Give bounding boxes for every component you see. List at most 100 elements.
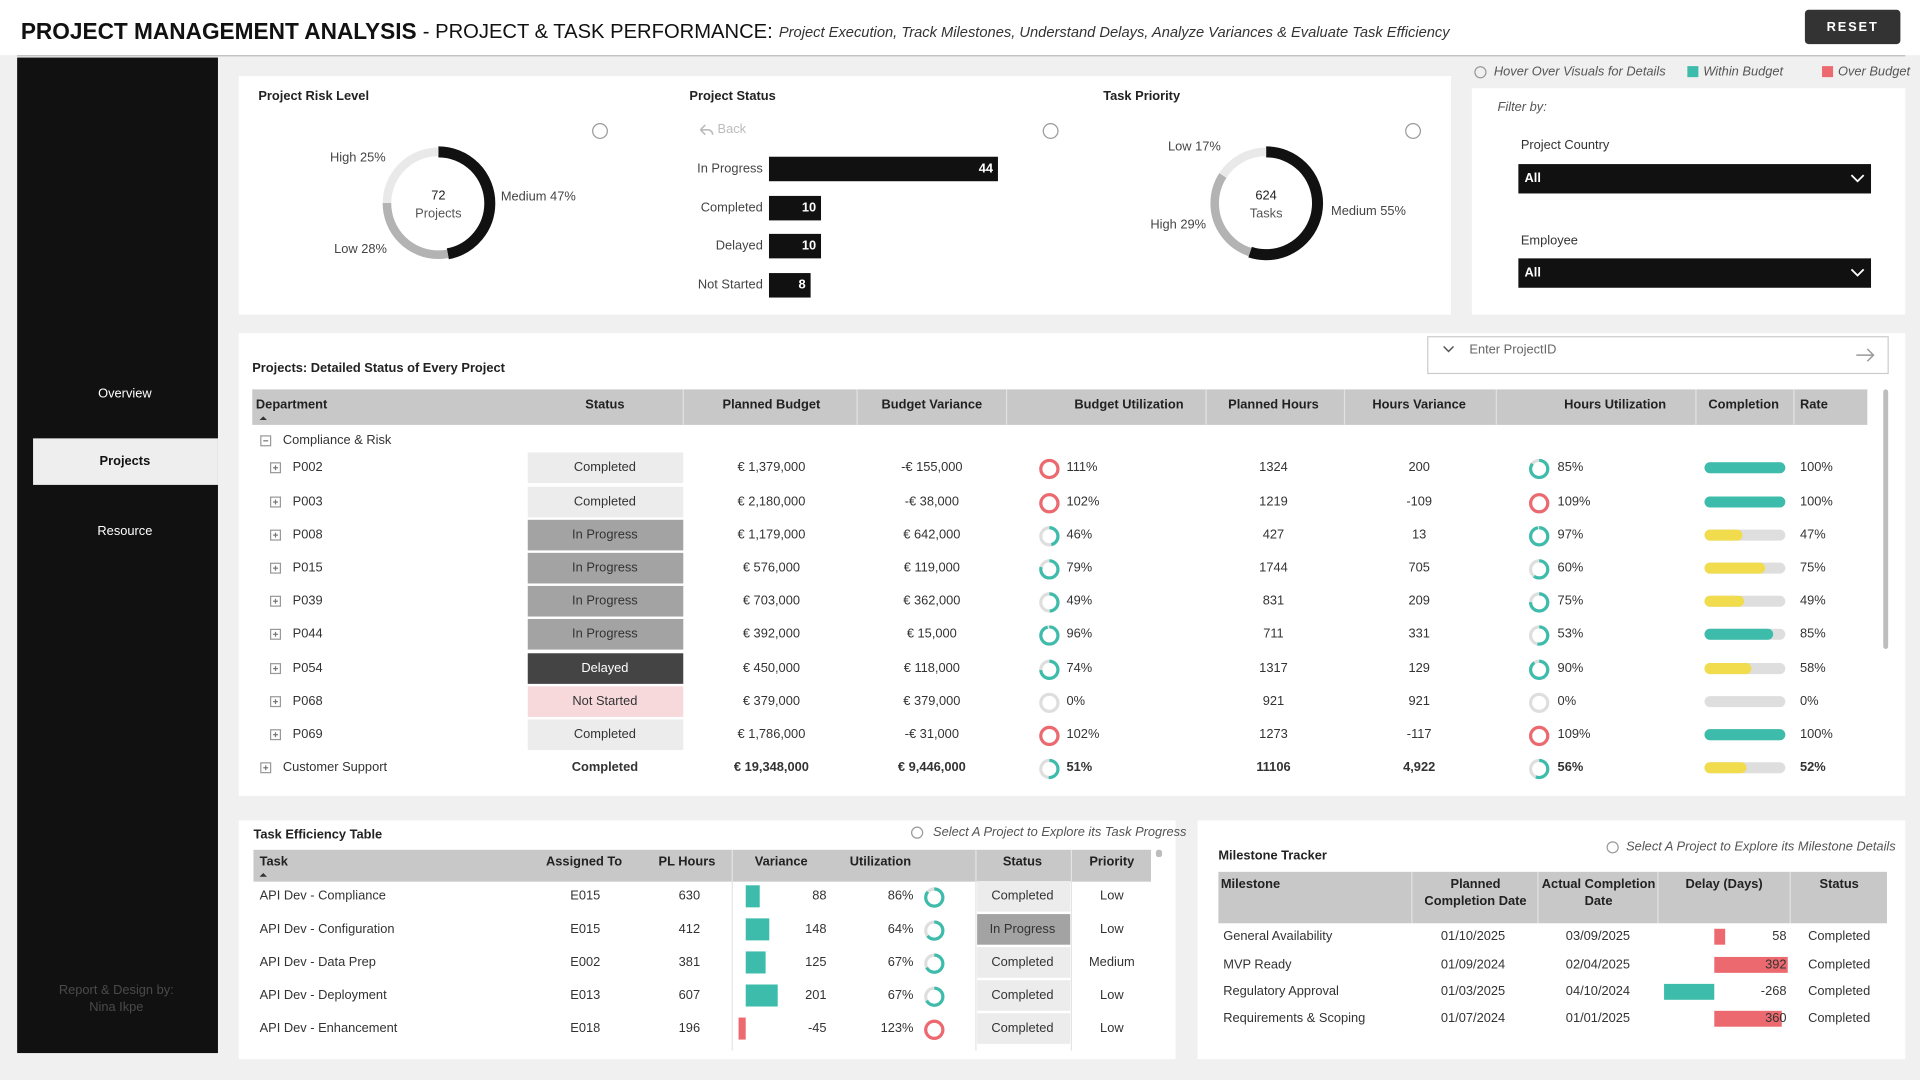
project-id[interactable]: P039	[293, 593, 323, 608]
project-id[interactable]: P003	[293, 493, 323, 508]
project-id[interactable]: P044	[293, 626, 323, 641]
completion-bar	[1704, 595, 1745, 607]
status-text: In Progress	[572, 593, 638, 608]
column-header[interactable]: Milestone	[1220, 876, 1281, 892]
column-header[interactable]: Hours Utilization	[1564, 397, 1666, 412]
expand-toggle[interactable]	[270, 696, 282, 708]
project-id[interactable]: P054	[293, 660, 323, 675]
filter-value[interactable]: All	[1524, 170, 1540, 185]
scrollbar[interactable]	[1155, 849, 1163, 858]
cell: E018	[570, 1020, 600, 1035]
project-id[interactable]: P008	[293, 526, 323, 541]
utilization-ring	[1529, 659, 1550, 680]
help-icon[interactable]	[1042, 123, 1059, 139]
column-header[interactable]: Planned Completion Date	[1424, 876, 1527, 909]
cell: 392	[1765, 956, 1786, 971]
cell: 02/04/2025	[1566, 956, 1630, 971]
search-box[interactable]	[1427, 336, 1889, 375]
column-header[interactable]: Variance	[755, 853, 808, 868]
column-header[interactable]: Delay (Days)	[1685, 876, 1763, 892]
expand-toggle[interactable]	[270, 663, 282, 675]
cell: API Dev - Compliance	[260, 888, 386, 903]
cell: 58%	[1800, 660, 1826, 675]
utilization-ring	[1529, 725, 1550, 747]
column-header[interactable]: PL Hours	[659, 853, 716, 868]
column-header[interactable]: Planned Hours	[1228, 397, 1319, 412]
column-header[interactable]: Department	[256, 397, 328, 412]
column-header[interactable]: Assigned To	[546, 853, 622, 868]
column-header[interactable]: Status	[1003, 853, 1042, 868]
utilization-ring	[924, 920, 945, 941]
cell: 0%	[1800, 693, 1819, 708]
completion-bar	[1704, 762, 1747, 774]
cell: € 2,180,000	[737, 493, 805, 508]
column-header[interactable]: Priority	[1089, 853, 1135, 868]
project-id[interactable]: P002	[293, 459, 323, 474]
status-text: In Progress	[990, 921, 1056, 936]
expand-toggle[interactable]	[270, 729, 282, 741]
nav-item[interactable]: Projects	[100, 453, 151, 468]
cell: API Dev - Data Prep	[260, 954, 376, 969]
column-header-box: Milestone	[1220, 876, 1281, 892]
legend-hint: Hover Over Visuals for Details	[1494, 64, 1666, 79]
hint: Select A Project to Explore its Mileston…	[1626, 839, 1896, 854]
scrollbar[interactable]	[1883, 389, 1889, 649]
dropdown[interactable]	[1518, 164, 1872, 194]
expand-toggle[interactable]	[270, 595, 282, 607]
sort-indicator	[259, 873, 267, 877]
filter-value[interactable]: All	[1524, 264, 1540, 279]
utilization-ring	[1529, 592, 1550, 613]
column-header[interactable]: Actual Completion Date	[1541, 876, 1656, 909]
expand-toggle[interactable]	[260, 762, 272, 774]
cell: Completed	[1808, 928, 1870, 943]
utilization-ring	[1529, 493, 1550, 514]
column-header-box: Planned Completion Date	[1424, 876, 1527, 909]
expand-toggle[interactable]	[270, 562, 282, 574]
status-text: Completed	[574, 493, 636, 508]
expand-toggle[interactable]	[270, 529, 282, 541]
column-header[interactable]: Status	[585, 397, 624, 412]
nav-item[interactable]: Overview	[98, 386, 152, 401]
cell: -268	[1761, 983, 1787, 998]
project-id[interactable]: P015	[293, 560, 323, 575]
column-header[interactable]: Planned Budget	[723, 397, 821, 412]
back-button[interactable]: Back	[718, 121, 747, 136]
cell: 58	[1772, 928, 1786, 943]
expand-toggle[interactable]	[260, 435, 272, 447]
cell: MVP Ready	[1223, 956, 1292, 971]
search-arrow[interactable]	[1856, 348, 1875, 362]
help-icon[interactable]	[1405, 123, 1422, 139]
dropdown-chevron	[1850, 174, 1865, 183]
status-text: Completed	[572, 759, 638, 774]
column-header[interactable]: Completion	[1708, 397, 1779, 412]
back-arrow[interactable]	[699, 124, 714, 136]
chart-title: Project Risk Level	[258, 88, 369, 103]
expand-toggle[interactable]	[270, 496, 282, 508]
bar-value: 10	[802, 200, 816, 215]
column-header[interactable]: Task	[260, 853, 289, 868]
column-header[interactable]: Rate	[1800, 397, 1828, 412]
help-icon[interactable]	[592, 123, 608, 139]
project-id[interactable]: P068	[293, 693, 323, 708]
status-cell	[527, 486, 684, 518]
cell: 109%	[1558, 493, 1591, 508]
expand-toggle[interactable]	[270, 462, 282, 474]
expand-toggle[interactable]	[270, 628, 282, 640]
column-header[interactable]: Budget Variance	[882, 397, 983, 412]
utilization-ring	[1529, 559, 1550, 580]
cell: 1219	[1259, 493, 1288, 508]
project-id[interactable]: P069	[293, 726, 323, 741]
column-header[interactable]: Hours Variance	[1372, 397, 1466, 412]
reset-label[interactable]: RESET	[1827, 19, 1879, 34]
slice-label: High 25%	[330, 149, 386, 164]
reset-button[interactable]	[1804, 9, 1901, 45]
column-header[interactable]: Budget Utilization	[1074, 397, 1183, 412]
column-header[interactable]: Status	[1819, 876, 1859, 892]
cell: 52%	[1800, 759, 1826, 774]
column-header[interactable]: Utilization	[850, 853, 912, 868]
search-placeholder[interactable]: Enter ProjectID	[1469, 342, 1556, 357]
nav-item[interactable]: Resource	[97, 523, 152, 538]
dropdown[interactable]	[1518, 258, 1872, 288]
